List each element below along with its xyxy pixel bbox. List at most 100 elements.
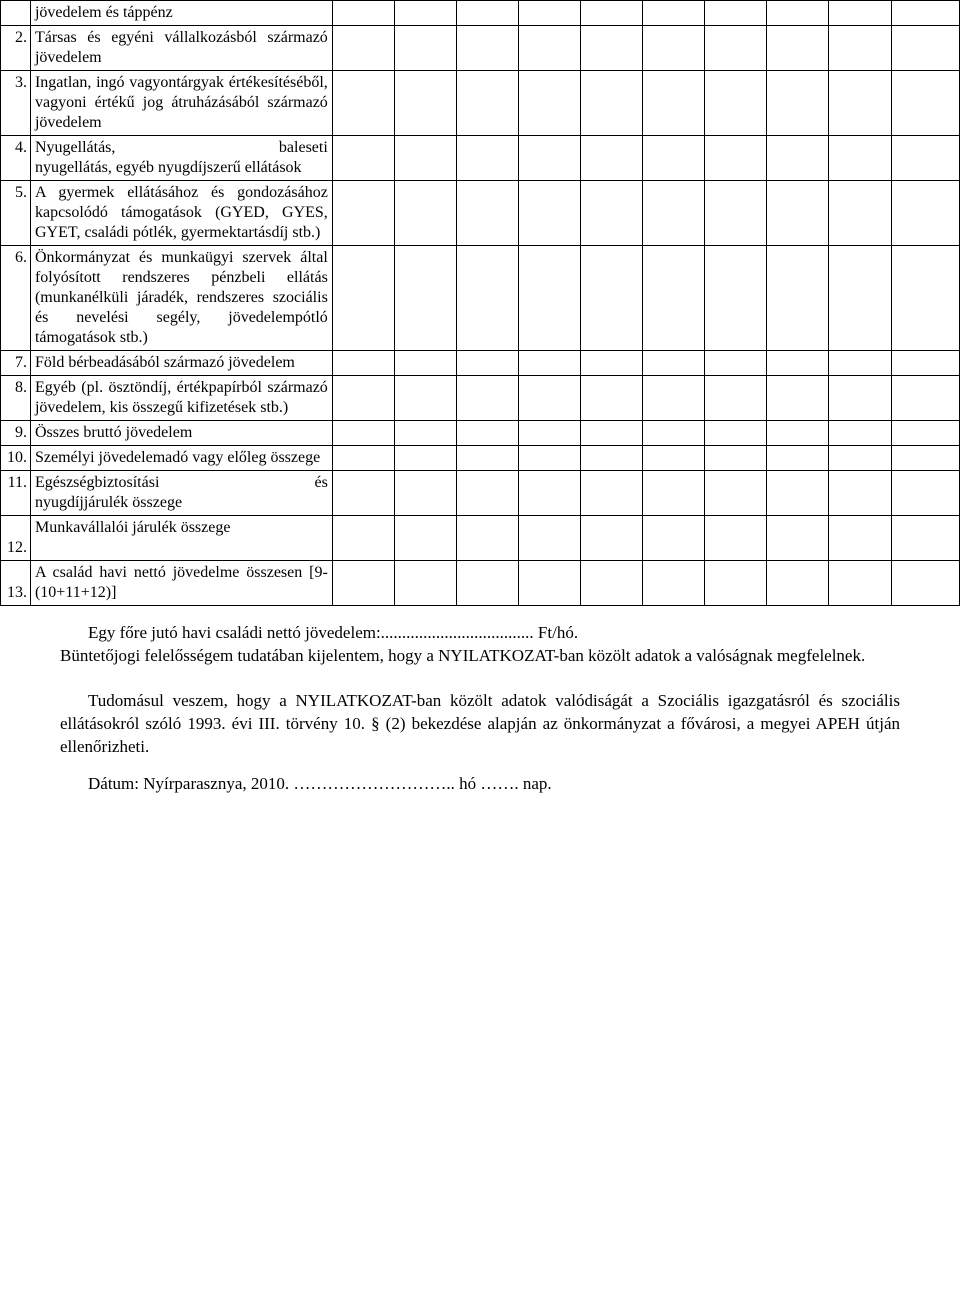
cell[interactable]	[829, 516, 891, 561]
cell[interactable]	[394, 351, 456, 376]
cell[interactable]	[332, 561, 394, 606]
cell[interactable]	[705, 351, 767, 376]
cell[interactable]	[519, 376, 581, 421]
cell[interactable]	[891, 421, 960, 446]
cell[interactable]	[456, 71, 518, 136]
cell[interactable]	[394, 421, 456, 446]
cell[interactable]	[891, 561, 960, 606]
cell[interactable]	[581, 471, 643, 516]
cell[interactable]	[829, 376, 891, 421]
cell[interactable]	[767, 71, 829, 136]
cell[interactable]	[581, 561, 643, 606]
cell[interactable]	[519, 246, 581, 351]
cell[interactable]	[332, 446, 394, 471]
cell[interactable]	[705, 421, 767, 446]
cell[interactable]	[332, 71, 394, 136]
cell[interactable]	[332, 376, 394, 421]
cell[interactable]	[829, 421, 891, 446]
cell[interactable]	[519, 446, 581, 471]
cell[interactable]	[643, 561, 705, 606]
cell[interactable]	[332, 1, 394, 26]
cell[interactable]	[891, 351, 960, 376]
cell[interactable]	[705, 1, 767, 26]
cell[interactable]	[581, 246, 643, 351]
cell[interactable]	[829, 71, 891, 136]
cell[interactable]	[891, 516, 960, 561]
cell[interactable]	[643, 376, 705, 421]
cell[interactable]	[705, 516, 767, 561]
cell[interactable]	[456, 561, 518, 606]
cell[interactable]	[456, 471, 518, 516]
cell[interactable]	[332, 246, 394, 351]
cell[interactable]	[767, 561, 829, 606]
cell[interactable]	[829, 181, 891, 246]
cell[interactable]	[643, 446, 705, 471]
cell[interactable]	[891, 71, 960, 136]
cell[interactable]	[332, 471, 394, 516]
cell[interactable]	[332, 181, 394, 246]
cell[interactable]	[394, 181, 456, 246]
cell[interactable]	[829, 351, 891, 376]
cell[interactable]	[394, 376, 456, 421]
cell[interactable]	[456, 246, 518, 351]
cell[interactable]	[456, 181, 518, 246]
cell[interactable]	[456, 376, 518, 421]
cell[interactable]	[891, 246, 960, 351]
cell[interactable]	[519, 351, 581, 376]
cell[interactable]	[767, 516, 829, 561]
cell[interactable]	[767, 246, 829, 351]
cell[interactable]	[705, 181, 767, 246]
cell[interactable]	[332, 26, 394, 71]
cell[interactable]	[332, 421, 394, 446]
cell[interactable]	[891, 376, 960, 421]
cell[interactable]	[705, 446, 767, 471]
cell[interactable]	[394, 71, 456, 136]
cell[interactable]	[767, 1, 829, 26]
cell[interactable]	[519, 561, 581, 606]
cell[interactable]	[456, 136, 518, 181]
cell[interactable]	[394, 1, 456, 26]
cell[interactable]	[581, 71, 643, 136]
cell[interactable]	[581, 351, 643, 376]
cell[interactable]	[456, 516, 518, 561]
cell[interactable]	[891, 471, 960, 516]
cell[interactable]	[581, 421, 643, 446]
cell[interactable]	[643, 181, 705, 246]
cell[interactable]	[519, 1, 581, 26]
cell[interactable]	[394, 246, 456, 351]
cell[interactable]	[394, 136, 456, 181]
cell[interactable]	[456, 351, 518, 376]
cell[interactable]	[519, 516, 581, 561]
cell[interactable]	[829, 136, 891, 181]
cell[interactable]	[891, 1, 960, 26]
cell[interactable]	[829, 246, 891, 351]
cell[interactable]	[332, 136, 394, 181]
cell[interactable]	[581, 26, 643, 71]
cell[interactable]	[767, 376, 829, 421]
cell[interactable]	[643, 471, 705, 516]
cell[interactable]	[705, 561, 767, 606]
cell[interactable]	[767, 26, 829, 71]
cell[interactable]	[705, 376, 767, 421]
cell[interactable]	[891, 181, 960, 246]
cell[interactable]	[829, 1, 891, 26]
cell[interactable]	[581, 376, 643, 421]
cell[interactable]	[581, 136, 643, 181]
cell[interactable]	[643, 26, 705, 71]
cell[interactable]	[332, 351, 394, 376]
cell[interactable]	[891, 26, 960, 71]
cell[interactable]	[829, 561, 891, 606]
cell[interactable]	[456, 421, 518, 446]
cell[interactable]	[581, 446, 643, 471]
cell[interactable]	[705, 471, 767, 516]
cell[interactable]	[519, 26, 581, 71]
cell[interactable]	[456, 1, 518, 26]
cell[interactable]	[767, 421, 829, 446]
cell[interactable]	[519, 71, 581, 136]
cell[interactable]	[394, 516, 456, 561]
cell[interactable]	[456, 446, 518, 471]
cell[interactable]	[456, 26, 518, 71]
cell[interactable]	[767, 471, 829, 516]
cell[interactable]	[581, 1, 643, 26]
cell[interactable]	[581, 181, 643, 246]
